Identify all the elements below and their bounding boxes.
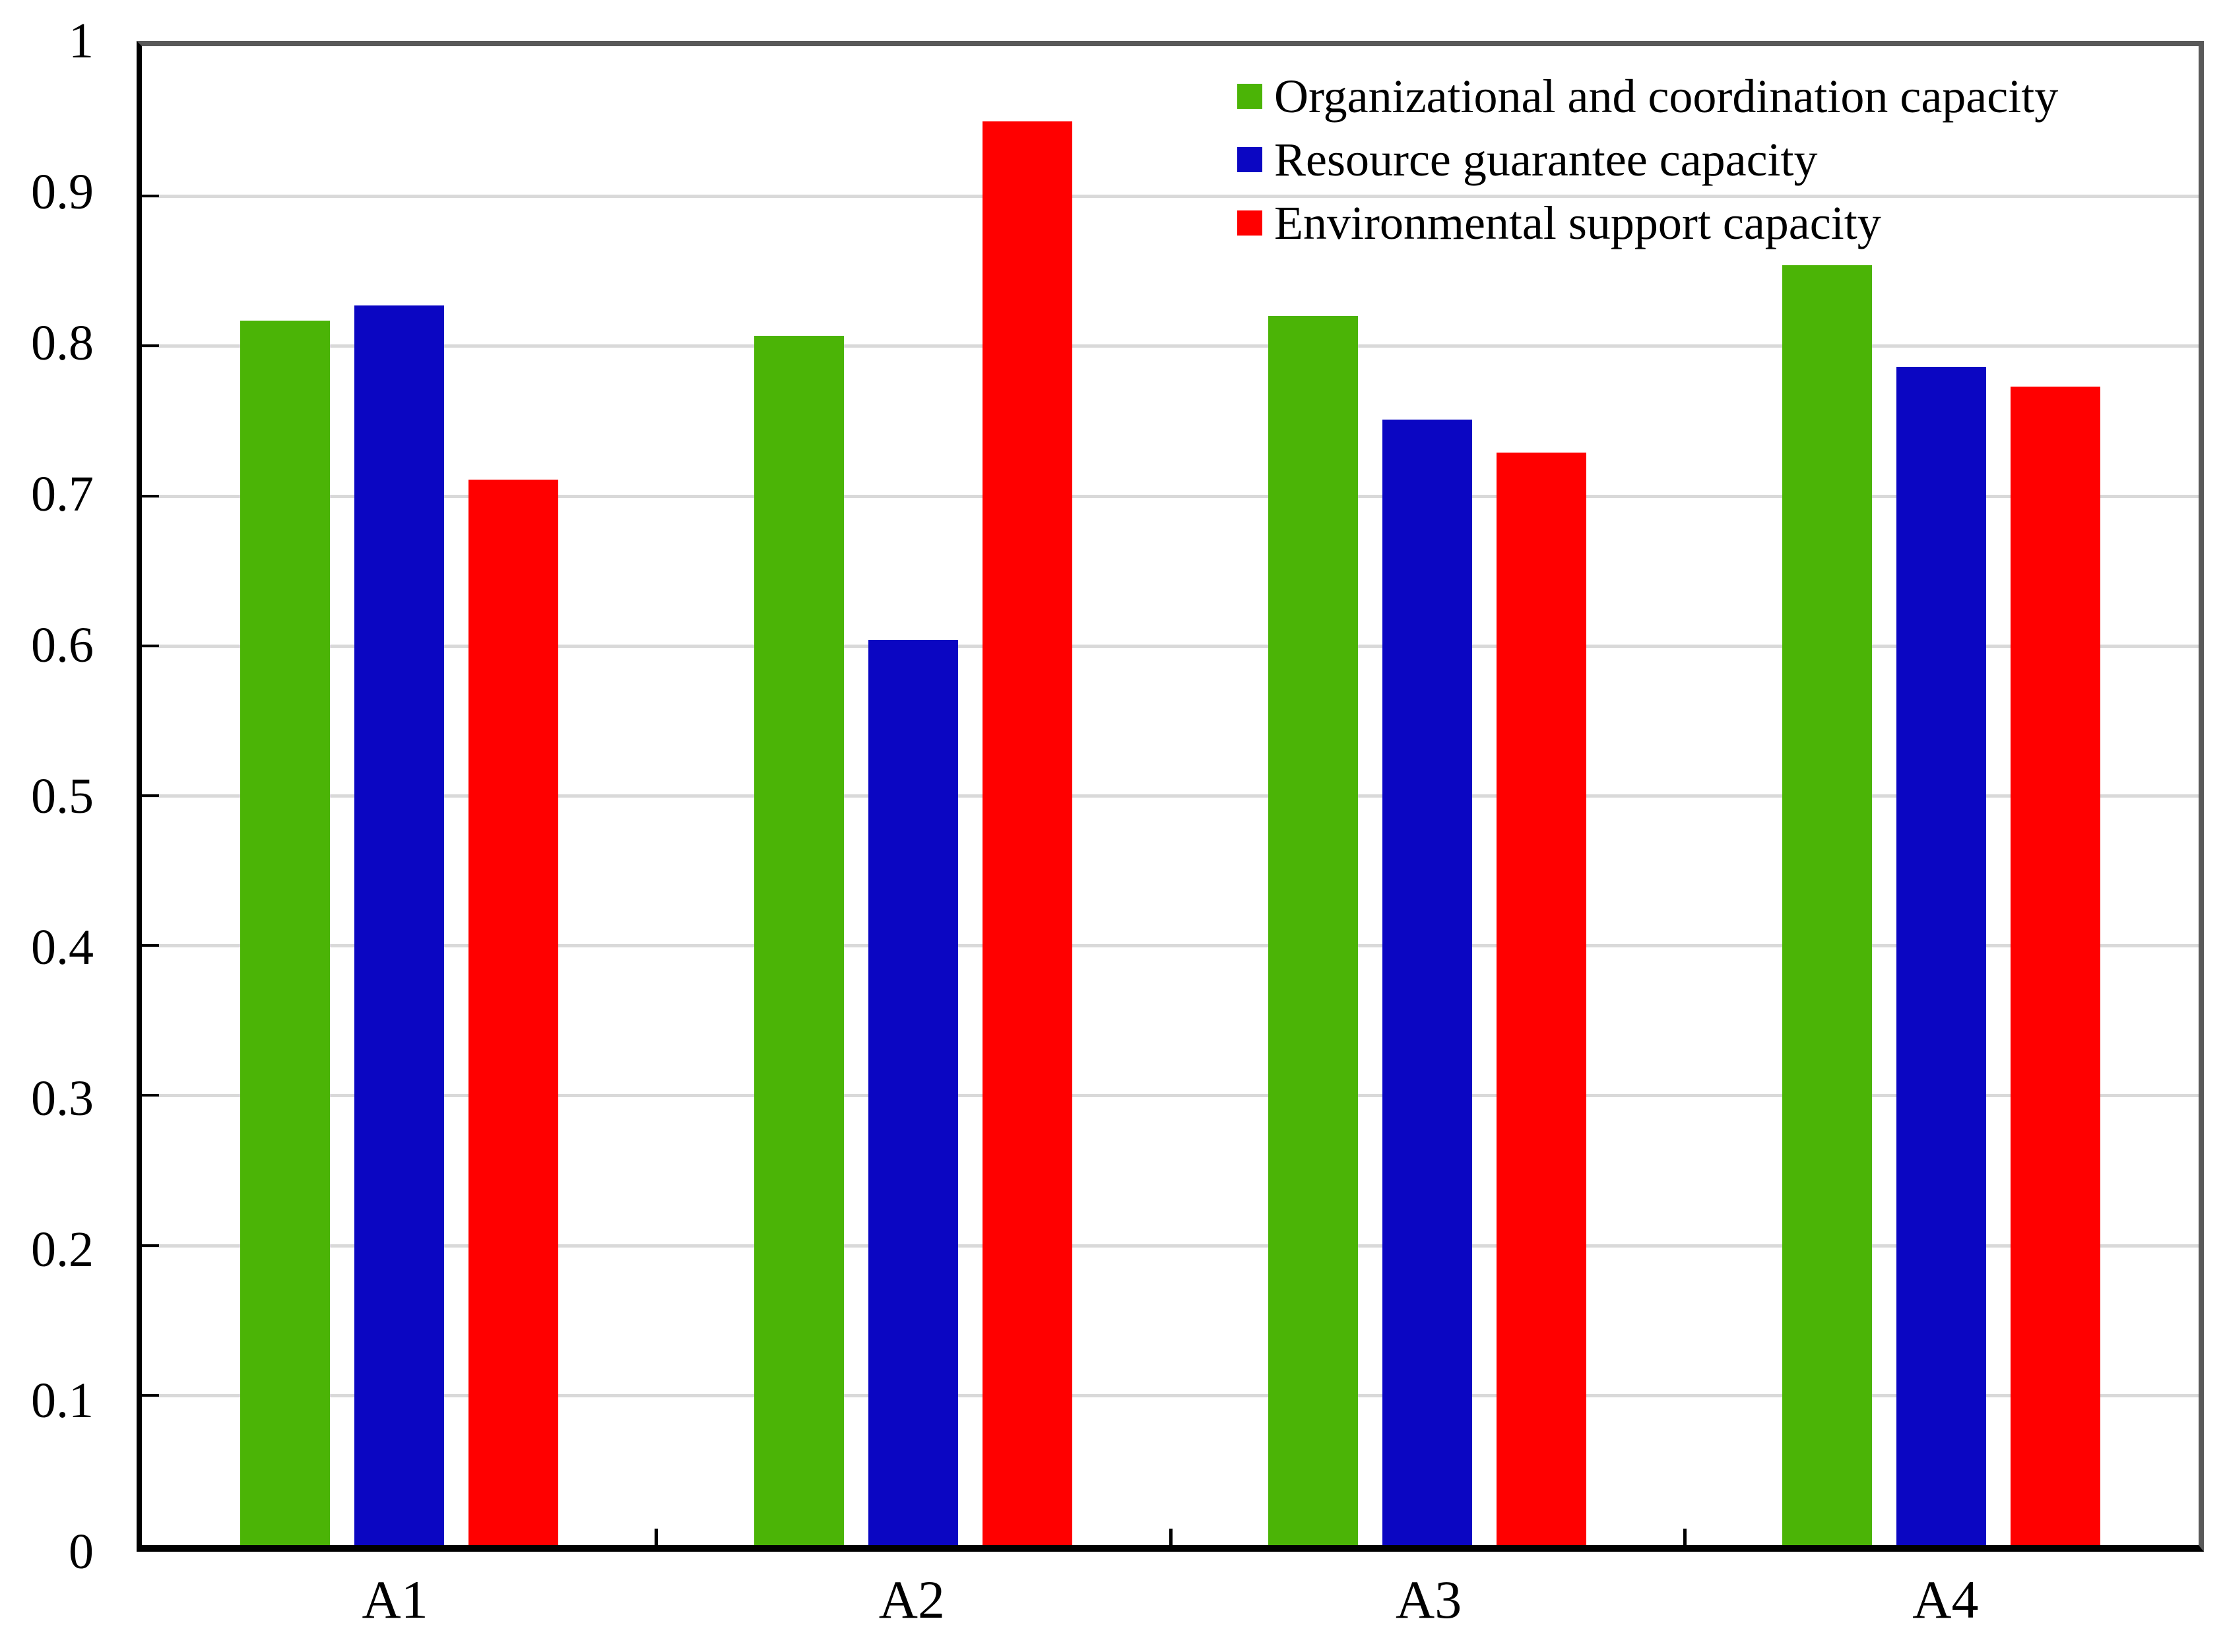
bar: [240, 320, 330, 1545]
y-tick-label: 1: [69, 13, 94, 69]
x-tick-mark: [1169, 1529, 1173, 1545]
y-tick-mark: [142, 1244, 159, 1247]
bar: [1896, 367, 1987, 1545]
legend: Organizational and coordination capacity…: [1237, 65, 2058, 255]
gridline: [142, 1094, 2199, 1098]
x-tick-mark: [655, 1529, 659, 1545]
gridline: [142, 1393, 2199, 1397]
y-tick-mark: [142, 1094, 159, 1097]
legend-swatch-icon: [1237, 210, 1262, 236]
y-tick-label: 0.2: [31, 1222, 94, 1277]
bar: [1782, 265, 1873, 1545]
x-tick-mark: [1683, 1529, 1687, 1545]
x-tick-label: A1: [362, 1570, 428, 1630]
y-tick-label: 0.5: [31, 769, 94, 824]
bar: [754, 335, 844, 1545]
legend-label: Environmental support capacity: [1274, 197, 1881, 249]
bar: [1497, 452, 1587, 1545]
bar: [982, 121, 1072, 1545]
gridline: [142, 644, 2199, 648]
y-tick-label: 0.3: [31, 1071, 94, 1126]
gridline: [142, 944, 2199, 948]
gridline: [142, 195, 2199, 199]
y-tick-label: 0.9: [31, 164, 94, 220]
y-axis: 1 0.9 0.8 0.7 0.6 0.5 0.4 0.3 0.2 0.1 0: [0, 16, 99, 1577]
y-tick-mark: [142, 944, 159, 947]
x-tick-label: A3: [1396, 1570, 1462, 1630]
y-tick-mark: [142, 195, 159, 198]
y-tick-mark: [142, 344, 159, 348]
y-tick-mark: [142, 494, 159, 497]
legend-swatch-icon: [1237, 147, 1262, 172]
legend-label: Resource guarantee capacity: [1274, 133, 1818, 186]
legend-label: Organizational and coordination capacity: [1274, 70, 2059, 123]
y-tick-label: 0: [69, 1524, 94, 1579]
bar-group-a4: [1685, 46, 2199, 1545]
gridline: [142, 794, 2199, 798]
bar: [468, 479, 558, 1545]
legend-item: Resource guarantee capacity: [1237, 128, 2058, 191]
y-tick-mark: [142, 644, 159, 647]
x-tick-label: A4: [1912, 1570, 1979, 1630]
bar: [1382, 419, 1473, 1545]
y-tick-label: 0.8: [31, 315, 94, 371]
plot-area: Organizational and coordination capacity…: [137, 41, 2204, 1552]
legend-item: Organizational and coordination capacity: [1237, 65, 2058, 128]
bar: [354, 305, 444, 1545]
bar-group-a2: [656, 46, 1170, 1545]
x-tick-label: A2: [878, 1570, 945, 1630]
y-tick-mark: [142, 794, 159, 797]
bar: [2011, 386, 2101, 1545]
gridline: [142, 1244, 2199, 1248]
y-tick-label: 0.7: [31, 466, 94, 522]
y-tick-label: 0.1: [31, 1373, 94, 1428]
bar-group-a3: [1171, 46, 1685, 1545]
legend-item: Environmental support capacity: [1237, 191, 2058, 255]
bar-group-a1: [142, 46, 656, 1545]
y-tick-mark: [142, 1393, 159, 1397]
gridline: [142, 344, 2199, 348]
y-tick-label: 0.6: [31, 618, 94, 673]
x-axis: A1 A2 A3 A4: [137, 1573, 2204, 1652]
bar: [868, 639, 958, 1545]
y-tick-label: 0.4: [31, 920, 94, 975]
gridline: [142, 494, 2199, 498]
legend-swatch-icon: [1237, 84, 1262, 109]
bar: [1268, 315, 1359, 1545]
